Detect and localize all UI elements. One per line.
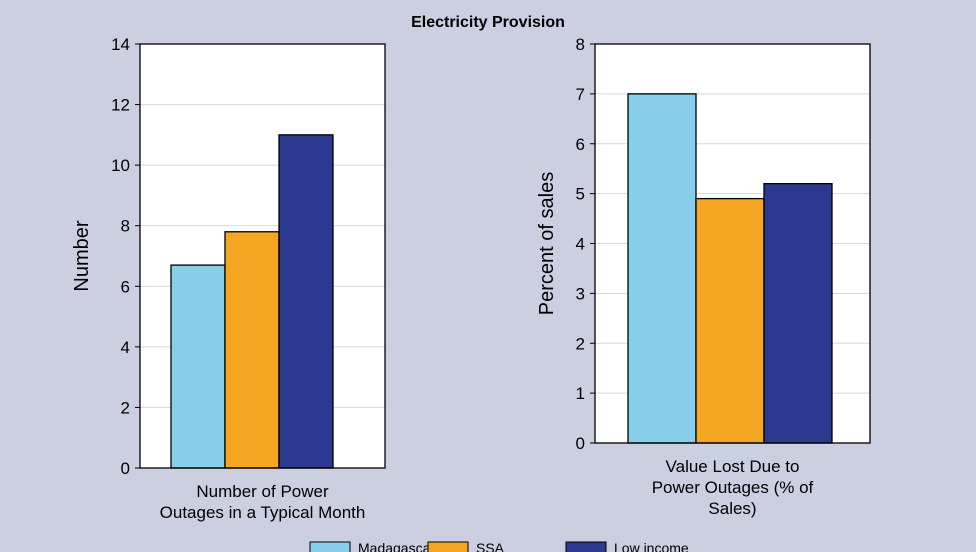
legend-item-ssa: SSA [427, 540, 505, 552]
legend-item-madagascar: Madagascar [309, 540, 435, 552]
y-tick-label: 7 [576, 85, 585, 104]
y-tick-label: 2 [121, 398, 130, 417]
y-tick-label: 2 [576, 334, 585, 353]
bar-ssa [695, 197, 765, 444]
chart-title: Electricity Provision [411, 14, 565, 31]
legend-label-madagascar: Madagascar [358, 540, 435, 552]
x-category-label: Value Lost Due to Power Outages (% of Sale… [652, 457, 814, 518]
legend-label-low-income: Low income [614, 540, 689, 552]
legend-swatch-madagascar [309, 541, 351, 552]
y-tick-label: 14 [111, 35, 130, 54]
x-category-label: Number of Power Outages in a Typical Mont… [160, 482, 366, 522]
y-axis-label: Percent of sales [536, 172, 558, 315]
legend-swatch-ssa [427, 541, 469, 552]
y-tick-label: 1 [576, 384, 585, 403]
bar-ssa [224, 231, 280, 469]
legend-swatch-low-income [565, 541, 607, 552]
y-tick-label: 6 [121, 277, 130, 296]
legend: Madagascar SSA Low income [309, 540, 689, 552]
bar-low-income [763, 182, 833, 444]
y-tick-label: 8 [121, 217, 130, 236]
plot-border [139, 43, 386, 469]
plot-border [594, 43, 871, 444]
y-tick-label: 0 [576, 434, 585, 453]
y-tick-label: 12 [111, 96, 130, 115]
y-tick-label: 0 [121, 459, 130, 478]
y-tick-label: 10 [111, 156, 130, 175]
y-axis-label: Number [71, 220, 93, 291]
y-tick-label: 4 [121, 338, 130, 357]
chart-value-lost: 0 1 2 3 4 5 6 7 8 Percent of sales Value Lost Due … [536, 35, 871, 518]
y-tick-label: 4 [576, 235, 585, 254]
legend-item-low-income: Low income [565, 540, 689, 552]
chart-outages: 0 2 4 6 8 10 12 14 Number Number of Power Outages … [71, 35, 386, 522]
y-tick-label: 6 [576, 135, 585, 154]
legend-label-ssa: SSA [476, 540, 505, 552]
y-tick-label: 8 [576, 35, 585, 54]
bar-low-income [278, 134, 334, 469]
y-tick-label: 5 [576, 185, 585, 204]
bar-madagascar [170, 264, 226, 469]
bar-madagascar [627, 93, 697, 444]
y-tick-label: 3 [576, 284, 585, 303]
